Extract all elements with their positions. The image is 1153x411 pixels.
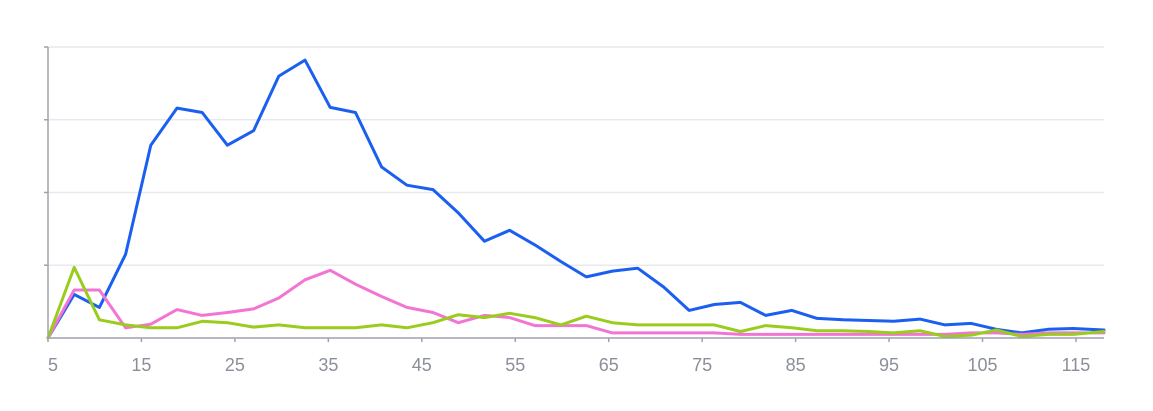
x-tick-label-5: 5 <box>48 355 58 375</box>
x-tick-label-85: 85 <box>786 355 806 375</box>
series-line-1 <box>46 58 1106 340</box>
x-tick-label-15: 15 <box>131 355 151 375</box>
x-tick-label-25: 25 <box>225 355 245 375</box>
x-tick-label-105: 105 <box>967 355 997 375</box>
x-tick-label-95: 95 <box>879 355 899 375</box>
series-line-3 <box>46 265 1106 340</box>
series-lines <box>46 58 1106 340</box>
x-tick-label-55: 55 <box>505 355 525 375</box>
gridlines <box>48 46 1104 266</box>
x-tick-label-115: 115 <box>1062 355 1091 375</box>
x-tick-label-75: 75 <box>692 355 712 375</box>
axes <box>44 46 1104 342</box>
series-line-2 <box>46 268 1106 340</box>
x-tick-label-45: 45 <box>412 355 432 375</box>
x-tick-label-35: 35 <box>318 355 338 375</box>
x-tick-label-65: 65 <box>599 355 619 375</box>
x-tick-labels: 5 15 25 35 45 55 65 75 85 95 105 115 <box>48 355 1090 375</box>
